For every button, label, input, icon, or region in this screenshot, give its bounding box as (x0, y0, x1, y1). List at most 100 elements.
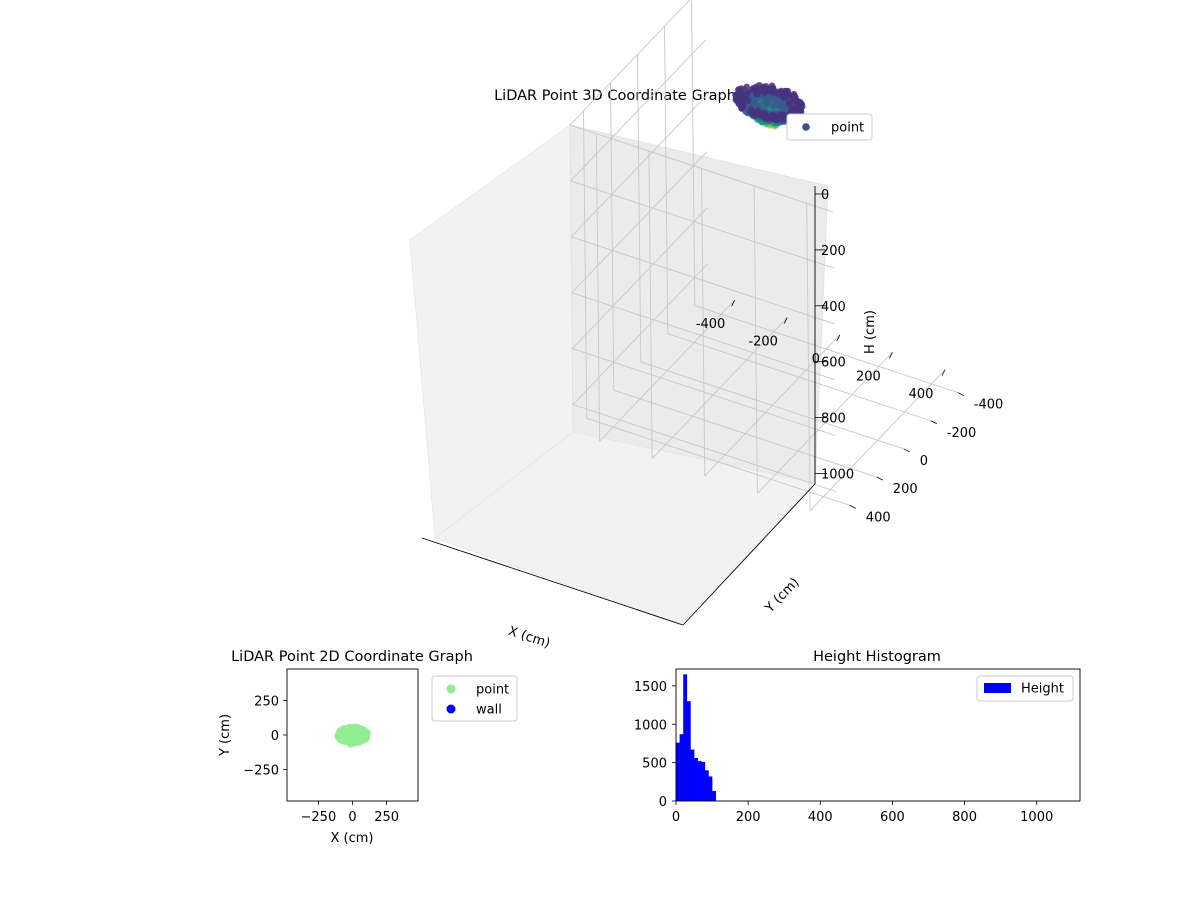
legend-histogram-swatch (984, 683, 1011, 693)
point-3d (735, 86, 742, 93)
point-3d (756, 82, 763, 89)
x-tick-3d (889, 352, 893, 359)
y-axis-line (682, 483, 816, 626)
x-tick-label-2d: 0 (348, 810, 356, 825)
point-3d (790, 90, 798, 98)
h-axis-label-3d: H (cm) (863, 310, 878, 354)
grid-h-back (571, 236, 835, 325)
legend-2d-wall-marker (446, 704, 456, 714)
legend-3d-point-marker (802, 123, 810, 131)
y-tick-3d (849, 504, 856, 509)
histogram-bar (690, 749, 695, 801)
plot-2d-title: LiDAR Point 2D Coordinate Graph (231, 649, 473, 665)
histogram-bar (697, 761, 702, 801)
point-3d (732, 91, 739, 99)
histogram-bar (708, 776, 713, 801)
y-tick-label-2d: 0 (271, 729, 279, 744)
grid-y-floor (586, 417, 850, 506)
grid-y-floor (613, 389, 877, 478)
grid-y-left (691, 0, 696, 306)
histogram-bar (701, 761, 706, 801)
y-axis-label-2d: Y (cm) (218, 714, 233, 757)
grid-y-left (583, 110, 588, 419)
legend-histogram: Height (976, 675, 1074, 702)
grid-h-back (571, 292, 835, 381)
plot-histogram: Height Histogram 0 200 400 600 800 1000 0 500 10… (634, 649, 1081, 825)
x-tick-label-3d: -200 (748, 335, 778, 350)
x-tick-label-3d: 400 (909, 387, 934, 402)
h-tick-label-3d: 0 (821, 188, 829, 203)
histogram-bars (676, 674, 716, 801)
y-tick-3d (903, 448, 910, 453)
point-3d (743, 83, 750, 91)
x-tick-label-hist: 200 (736, 810, 761, 825)
x-tick-label-hist: 1000 (1020, 810, 1053, 825)
y-tick-label-hist: 0 (659, 795, 667, 810)
grid-y-floor (640, 361, 904, 450)
legend-2d-point-label: point (476, 683, 509, 698)
plot-3d-title: LiDAR Point 3D Coordinate Graph (494, 88, 736, 104)
h-tick-label-3d: 400 (821, 300, 846, 315)
y-tick-label-hist: 500 (642, 757, 667, 772)
point-3d (744, 89, 751, 96)
x-tick-label-2d: 250 (374, 810, 399, 825)
grid-h-back (569, 124, 834, 213)
legend-2d-wall-label: wall (476, 703, 502, 718)
point-3d (763, 95, 771, 102)
h-tick-label-3d: 600 (821, 356, 846, 371)
histogram-bar (679, 734, 684, 801)
grid-3d (569, 0, 958, 512)
legend-histogram-box (976, 675, 1074, 702)
histogram-frame (675, 668, 1081, 802)
point-2d (336, 727, 345, 736)
x-tick-3d (836, 334, 841, 342)
y-tick-label-3d: 0 (920, 454, 928, 469)
ticks-2d: −250 0 250 −250 0 250 (243, 695, 399, 825)
grid-x-back (806, 203, 811, 511)
ticks-3d: -400-2000200400-400-20002004000200400600… (696, 188, 1003, 525)
legend-3d: point (786, 113, 873, 141)
grid-h-back (572, 404, 837, 492)
y-tick-3d (930, 420, 937, 425)
grid-y-floor (694, 305, 958, 393)
y-tick-label-3d: -400 (974, 398, 1004, 413)
point-2d (346, 737, 357, 748)
point-3d (759, 111, 766, 118)
x-tick-label-hist: 600 (880, 810, 905, 825)
histogram-bar (683, 674, 688, 801)
x-tick-3d (783, 317, 788, 324)
point-3d (762, 83, 770, 90)
histogram-bar (676, 742, 680, 801)
x-tick-label-hist: 800 (952, 810, 977, 825)
right-pane (569, 124, 829, 484)
x-tick-label-hist: 0 (672, 810, 680, 825)
points-2d (334, 723, 371, 748)
x-axis-label-2d: X (cm) (331, 831, 374, 846)
y-tick-label-2d: −250 (243, 763, 279, 778)
point-2d (351, 724, 360, 733)
histogram-bar (686, 701, 691, 801)
h-tick-label-3d: 1000 (821, 468, 854, 483)
y-axis-label-3d: Y (cm) (762, 575, 803, 616)
point-3d (763, 101, 770, 108)
legend-3d-box (786, 113, 873, 141)
grid-x-back (753, 185, 758, 494)
grid-h-left (572, 207, 708, 349)
grid-h-left (571, 151, 708, 294)
x-tick-label-3d: 0 (812, 352, 820, 367)
histogram-title: Height Histogram (813, 649, 941, 665)
grid-x-back (701, 168, 706, 476)
grid-h-left (570, 39, 706, 182)
legend-2d-point-marker (446, 684, 456, 694)
plot-3d: LiDAR Point 3D Coordinate Graph -400 -200… (409, 0, 1003, 651)
grid-y-floor (667, 333, 931, 422)
legend-histogram-label: Height (1021, 682, 1064, 697)
point-3d (798, 100, 805, 108)
histogram-bar (704, 770, 709, 801)
x-tick-label-hist: 400 (808, 810, 833, 825)
y-tick-label-hist: 1000 (634, 718, 667, 733)
h-tick-label-3d: 800 (821, 412, 846, 427)
grid-x-back (595, 133, 601, 442)
grid-h-left (569, 0, 691, 126)
